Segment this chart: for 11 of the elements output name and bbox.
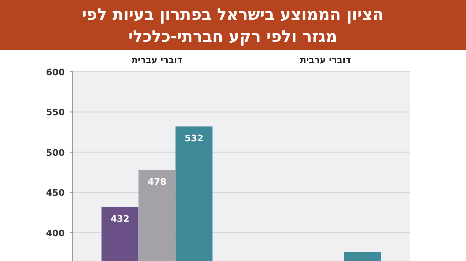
chart-title: הציון הממוצע בישראל בפתרון בעיות לפי מגזר ולפי רקע חברתי-כלכלי [82,5,384,46]
data-label: 432 [110,215,130,226]
y-tick-label: 600 [46,68,65,78]
x-tick-label: דוברי עברית [132,56,183,66]
y-tick-label: 550 [46,108,65,119]
data-label: 532 [184,134,204,145]
x-tick-label: דוברי ערבית [300,56,352,66]
y-tick-label: 400 [46,229,65,240]
y-tick-label: 500 [46,148,65,159]
y-tick-label: 450 [46,189,65,200]
data-label: 478 [148,178,167,188]
